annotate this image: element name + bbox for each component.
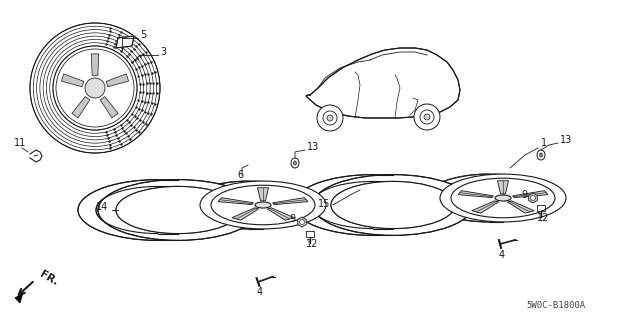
Polygon shape	[513, 191, 548, 197]
Ellipse shape	[313, 174, 473, 235]
Ellipse shape	[197, 185, 301, 225]
Text: 13: 13	[307, 142, 319, 152]
Text: 1: 1	[541, 138, 547, 148]
Circle shape	[327, 115, 333, 121]
Ellipse shape	[186, 181, 312, 229]
Ellipse shape	[200, 181, 326, 229]
Polygon shape	[529, 193, 538, 203]
Polygon shape	[458, 191, 493, 197]
Ellipse shape	[56, 49, 134, 127]
Polygon shape	[72, 97, 90, 118]
Text: 14: 14	[96, 202, 108, 212]
Polygon shape	[273, 198, 308, 204]
Text: 6: 6	[237, 170, 243, 180]
Text: 15: 15	[317, 199, 330, 209]
Polygon shape	[257, 188, 269, 201]
Text: 12: 12	[537, 213, 549, 223]
Polygon shape	[92, 54, 99, 75]
Text: 12: 12	[306, 239, 318, 249]
Text: 9: 9	[521, 190, 527, 200]
Ellipse shape	[437, 178, 541, 218]
Ellipse shape	[537, 150, 545, 160]
Ellipse shape	[255, 202, 271, 208]
Ellipse shape	[30, 23, 160, 153]
Ellipse shape	[291, 158, 299, 168]
Text: 5W0C-B1800A: 5W0C-B1800A	[527, 301, 586, 310]
Text: 4: 4	[257, 287, 263, 297]
Circle shape	[300, 219, 305, 225]
Text: 9: 9	[290, 214, 296, 224]
Ellipse shape	[426, 174, 552, 222]
Ellipse shape	[116, 186, 240, 234]
Ellipse shape	[331, 182, 455, 228]
Polygon shape	[306, 48, 460, 118]
Ellipse shape	[294, 161, 296, 165]
Circle shape	[414, 104, 440, 130]
Polygon shape	[232, 208, 259, 220]
Polygon shape	[100, 97, 118, 118]
Polygon shape	[218, 198, 253, 204]
Circle shape	[424, 114, 430, 120]
Text: 11: 11	[14, 138, 26, 148]
Circle shape	[317, 105, 343, 131]
Ellipse shape	[98, 180, 258, 241]
Polygon shape	[15, 293, 23, 303]
Polygon shape	[497, 181, 509, 194]
Polygon shape	[472, 201, 499, 213]
Text: FR.: FR.	[38, 269, 60, 287]
Ellipse shape	[540, 153, 543, 157]
Polygon shape	[508, 201, 534, 213]
Text: 4: 4	[499, 250, 505, 260]
Text: 3: 3	[160, 47, 166, 57]
Ellipse shape	[53, 46, 137, 130]
Ellipse shape	[440, 174, 566, 222]
Polygon shape	[61, 74, 84, 87]
Polygon shape	[268, 208, 294, 220]
Ellipse shape	[495, 195, 511, 201]
Text: 13: 13	[560, 135, 572, 145]
Text: 5: 5	[140, 30, 147, 40]
Circle shape	[531, 196, 536, 201]
Polygon shape	[298, 217, 307, 227]
Polygon shape	[106, 74, 129, 87]
Ellipse shape	[85, 78, 105, 98]
Polygon shape	[116, 36, 134, 48]
